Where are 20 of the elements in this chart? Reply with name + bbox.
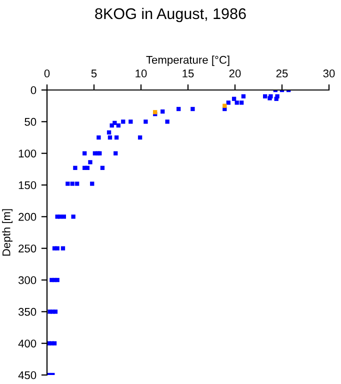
y-tick-label: 200: [18, 212, 36, 221]
y-tick-label: 350: [18, 308, 36, 316]
y-tick-label: 300: [18, 276, 36, 284]
y-tick-label: 50: [24, 118, 36, 126]
x-tick-label: 0: [44, 70, 50, 78]
y-tick-label: 250: [18, 244, 36, 252]
x-tick-label: 15: [182, 70, 194, 78]
y-tick-label: 100: [18, 150, 36, 158]
y-tick-label: 450: [18, 371, 36, 380]
y-tick-label: 400: [18, 340, 36, 348]
y-tick-label: 150: [18, 181, 36, 190]
x-tick-label: 25: [276, 70, 288, 78]
x-axis-title: Temperature [°C]: [146, 56, 230, 66]
x-tick-label: 30: [323, 70, 335, 78]
chart-title: 8KOG in August, 1986: [95, 8, 246, 22]
y-tick-label: 0: [30, 86, 36, 94]
x-tick-label: 20: [229, 70, 241, 78]
x-tick-label: 10: [136, 70, 147, 78]
x-tick-label: 5: [91, 70, 97, 78]
y-axis-title: Depth [m]: [2, 209, 12, 256]
